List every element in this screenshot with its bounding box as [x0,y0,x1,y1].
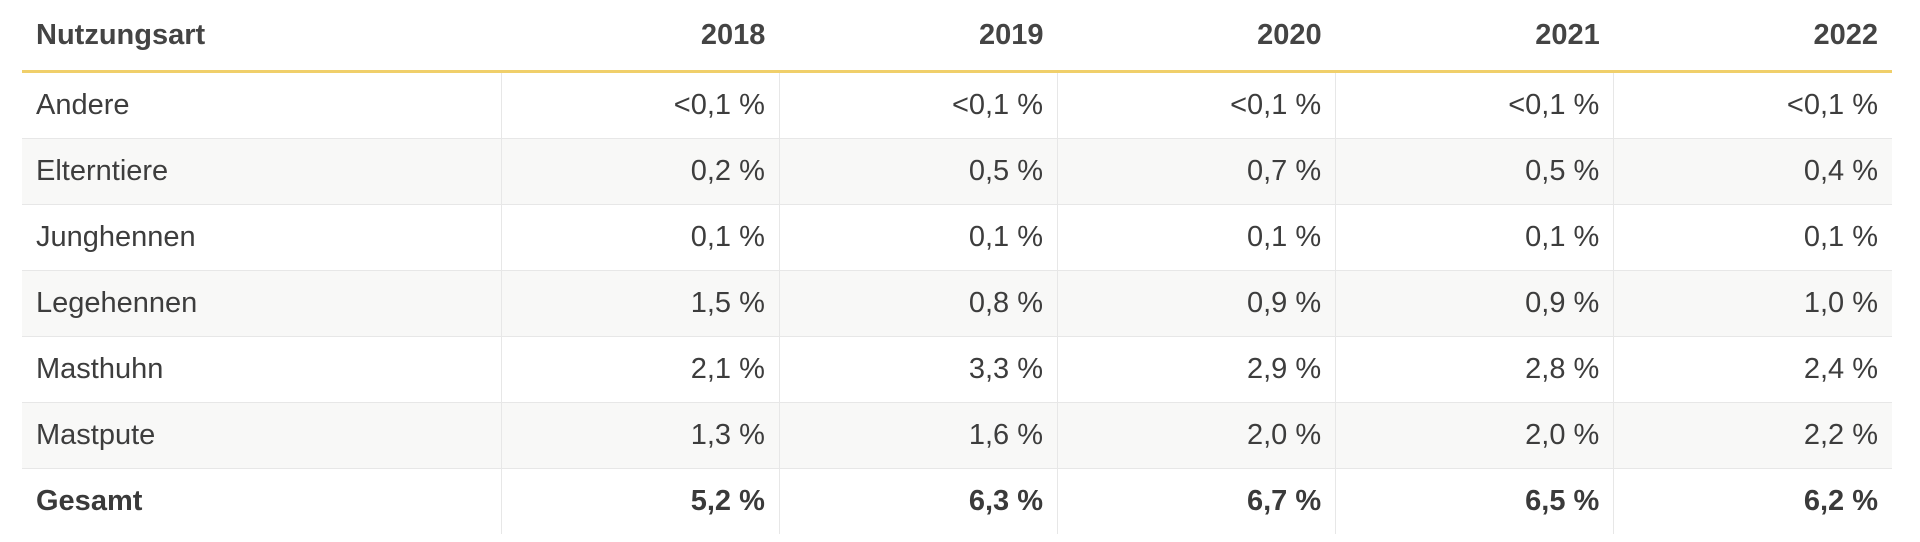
table-cell: 6,2 % [1613,468,1892,534]
table-cell: <0,1 % [1335,71,1614,139]
row-label: Mastpute [22,402,502,469]
table-cell: 6,5 % [1335,468,1614,534]
table-cell: 0,8 % [778,270,1058,337]
column-header-nutzungsart: Nutzungsart [22,0,502,73]
table-row: Junghennen 0,1 % 0,1 % 0,1 % 0,1 % 0,1 % [22,204,1892,271]
row-label: Gesamt [22,468,502,534]
table-cell: 0,1 % [778,204,1058,271]
data-table-container: Nutzungsart 2018 2019 2020 2021 2022 Andere <0… [22,0,1892,534]
row-label: Andere [22,71,502,139]
table-cell: 2,4 % [1613,336,1892,403]
row-label: Masthuhn [22,336,502,403]
table-body: Andere <0,1 % <0,1 % <0,1 % <0,1 % <0,1 % Elte… [22,71,1892,534]
table-cell: 0,5 % [778,138,1058,205]
column-header-2019: 2019 [779,0,1058,73]
column-header-2022: 2022 [1613,0,1892,73]
table-cell: 1,5 % [500,270,780,337]
table-cell: 0,9 % [1335,270,1614,337]
table-row: Legehennen 1,5 % 0,8 % 0,9 % 0,9 % 1,0 % [22,270,1892,337]
table-cell: 0,5 % [1335,138,1614,205]
table-cell: 2,8 % [1335,336,1614,403]
table-cell: 1,3 % [500,402,780,469]
row-label: Elterntiere [22,138,502,205]
table-row: Elterntiere 0,2 % 0,5 % 0,7 % 0,5 % 0,4 % [22,138,1892,205]
table-cell: 2,9 % [1057,336,1336,403]
table-cell: 1,6 % [778,402,1058,469]
table-cell: 2,2 % [1613,402,1892,469]
table-cell: 0,1 % [1335,204,1614,271]
table-header: Nutzungsart 2018 2019 2020 2021 2022 [22,0,1892,73]
table-cell: 0,9 % [1057,270,1336,337]
table-cell: 3,3 % [778,336,1058,403]
table-cell: 2,0 % [1057,402,1336,469]
data-table: Nutzungsart 2018 2019 2020 2021 2022 Andere <0… [22,0,1892,534]
row-label: Junghennen [22,204,502,271]
table-cell: 6,3 % [778,468,1058,534]
table-cell: 1,0 % [1613,270,1892,337]
table-total-row: Gesamt 5,2 % 6,3 % 6,7 % 6,5 % 6,2 % [22,468,1892,534]
table-cell: 0,1 % [1057,204,1336,271]
header-row: Nutzungsart 2018 2019 2020 2021 2022 [22,0,1892,73]
table-cell: <0,1 % [500,71,780,139]
row-label: Legehennen [22,270,502,337]
table-cell: 6,7 % [1057,468,1336,534]
table-cell: 0,1 % [1613,204,1892,271]
table-cell: 0,7 % [1057,138,1336,205]
table-cell: 2,1 % [500,336,780,403]
table-cell: <0,1 % [1057,71,1336,139]
table-cell: <0,1 % [778,71,1058,139]
table-cell: 0,2 % [500,138,780,205]
column-header-2018: 2018 [501,0,780,73]
table-cell: 0,1 % [500,204,780,271]
table-cell: 5,2 % [500,468,780,534]
column-header-2020: 2020 [1057,0,1336,73]
table-cell: 0,4 % [1613,138,1892,205]
table-row: Andere <0,1 % <0,1 % <0,1 % <0,1 % <0,1 % [22,71,1892,139]
table-row: Masthuhn 2,1 % 3,3 % 2,9 % 2,8 % 2,4 % [22,336,1892,403]
table-cell: <0,1 % [1613,71,1892,139]
table-row: Mastpute 1,3 % 1,6 % 2,0 % 2,0 % 2,2 % [22,402,1892,469]
table-cell: 2,0 % [1335,402,1614,469]
column-header-2021: 2021 [1335,0,1614,73]
